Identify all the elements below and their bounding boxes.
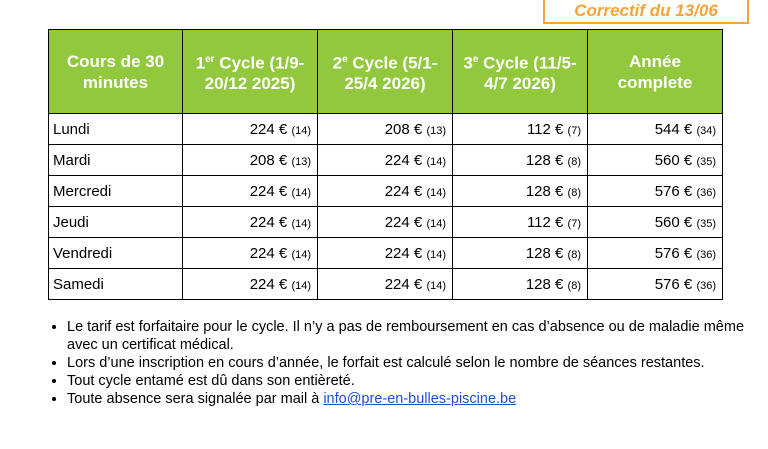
session-count: (36)	[696, 186, 716, 199]
session-count: (14)	[426, 279, 446, 292]
day-cell: Mardi	[48, 144, 183, 176]
price-value: 560 €	[654, 151, 693, 169]
table-row: Jeudi 224 € (14) 224 € (14) 112 € (7) 560 € …	[48, 206, 723, 238]
session-count: (35)	[696, 217, 716, 230]
header-cycle-1: 1er Cycle (1/9-20/12 2025)	[182, 29, 318, 114]
table-row: Mardi 208 € (13) 224 € (14) 128 € (8) 560 € …	[48, 144, 723, 176]
price-cell: 224 € (14)	[182, 268, 318, 300]
session-count: (8)	[567, 248, 581, 261]
price-cell: 224 € (14)	[317, 237, 453, 269]
session-count: (34)	[696, 124, 716, 137]
day-cell: Jeudi	[48, 206, 183, 238]
session-count: (36)	[696, 248, 716, 261]
session-count: (14)	[426, 248, 446, 261]
price-value: 128 €	[525, 182, 564, 200]
price-value: 128 €	[525, 244, 564, 262]
price-cell: 576 € (36)	[587, 175, 723, 207]
price-value: 112 €	[526, 213, 564, 231]
price-value: 576 €	[654, 244, 693, 262]
session-count: (14)	[426, 155, 446, 168]
day-cell: Mercredi	[48, 175, 183, 207]
price-value: 560 €	[654, 213, 693, 231]
session-count: (36)	[696, 279, 716, 292]
price-cell: 208 € (13)	[317, 113, 453, 145]
note-item-contact: Toute absence sera signalée par mail à i…	[67, 390, 757, 408]
session-count: (14)	[291, 186, 311, 199]
session-count: (13)	[291, 155, 311, 168]
price-cell: 128 € (8)	[452, 175, 588, 207]
session-count: (8)	[567, 279, 581, 292]
price-cell: 224 € (14)	[317, 268, 453, 300]
price-cell: 224 € (14)	[182, 206, 318, 238]
note-item: Le tarif est forfaitaire pour le cycle. …	[67, 318, 757, 354]
price-value: 224 €	[384, 151, 423, 169]
header-cycle-3: 3e Cycle (11/5-4/7 2026)	[452, 29, 588, 114]
price-value: 224 €	[384, 213, 423, 231]
table-row: Lundi 224 € (14) 208 € (13) 112 € (7) 544 € …	[48, 113, 723, 145]
price-cell: 224 € (14)	[182, 113, 318, 145]
price-cell: 128 € (8)	[452, 268, 588, 300]
table-row: Mercredi 224 € (14) 224 € (14) 128 € (8) 576…	[48, 175, 723, 207]
session-count: (8)	[567, 186, 581, 199]
session-count: (14)	[426, 186, 446, 199]
price-value: 224 €	[249, 182, 288, 200]
session-count: (14)	[291, 248, 311, 261]
price-cell: 128 € (8)	[452, 237, 588, 269]
price-cell: 224 € (14)	[182, 175, 318, 207]
price-cell: 112 € (7)	[452, 206, 588, 238]
price-cell: 560 € (35)	[587, 206, 723, 238]
email-link[interactable]: info@pre-en-bulles-piscine.be	[323, 391, 517, 407]
price-cell: 208 € (13)	[182, 144, 318, 176]
note-item: Tout cycle entamé est dû dans son entièr…	[67, 372, 757, 390]
price-cell: 544 € (34)	[587, 113, 723, 145]
price-value: 224 €	[384, 244, 423, 262]
session-count: (14)	[426, 217, 446, 230]
price-value: 224 €	[384, 182, 423, 200]
session-count: (7)	[567, 124, 581, 137]
price-cell: 560 € (35)	[587, 144, 723, 176]
price-cell: 576 € (36)	[587, 268, 723, 300]
session-count: (14)	[291, 124, 311, 137]
header-cours: Cours de 30 minutes	[48, 29, 183, 114]
price-cell: 224 € (14)	[182, 237, 318, 269]
price-value: 224 €	[249, 213, 288, 231]
correctif-label: Correctif du 13/06	[543, 0, 749, 24]
session-count: (7)	[567, 217, 581, 230]
price-value: 128 €	[525, 151, 564, 169]
price-cell: 128 € (8)	[452, 144, 588, 176]
day-cell: Lundi	[48, 113, 183, 145]
session-count: (14)	[291, 279, 311, 292]
table-row: Vendredi 224 € (14) 224 € (14) 128 € (8) 576…	[48, 237, 723, 269]
price-cell: 224 € (14)	[317, 206, 453, 238]
price-cell: 112 € (7)	[452, 113, 588, 145]
session-count: (35)	[696, 155, 716, 168]
pricing-table: Cours de 30 minutes 1er Cycle (1/9-20/12…	[48, 29, 723, 300]
price-value: 576 €	[654, 275, 693, 293]
price-value: 224 €	[249, 120, 288, 138]
day-cell: Vendredi	[48, 237, 183, 269]
note-item: Lors d’une inscription en cours d’année,…	[67, 354, 757, 372]
notes-list: Le tarif est forfaitaire pour le cycle. …	[40, 318, 757, 408]
price-value: 208 €	[249, 151, 288, 169]
session-count: (14)	[291, 217, 311, 230]
price-cell: 576 € (36)	[587, 237, 723, 269]
session-count: (13)	[426, 124, 446, 137]
price-cell: 224 € (14)	[317, 144, 453, 176]
price-value: 544 €	[654, 120, 693, 138]
price-value: 224 €	[384, 275, 423, 293]
price-cell: 224 € (14)	[317, 175, 453, 207]
price-value: 224 €	[249, 275, 288, 293]
session-count: (8)	[567, 155, 581, 168]
price-value: 208 €	[384, 120, 423, 138]
header-annee: Année complete	[587, 29, 723, 114]
header-cycle-2: 2e Cycle (5/1-25/4 2026)	[317, 29, 453, 114]
price-value: 224 €	[249, 244, 288, 262]
price-value: 576 €	[654, 182, 693, 200]
table-row: Samedi 224 € (14) 224 € (14) 128 € (8) 576 €…	[48, 268, 723, 300]
price-value: 112 €	[526, 120, 564, 138]
day-cell: Samedi	[48, 268, 183, 300]
table-header-row: Cours de 30 minutes 1er Cycle (1/9-20/12…	[48, 29, 723, 114]
price-value: 128 €	[525, 275, 564, 293]
